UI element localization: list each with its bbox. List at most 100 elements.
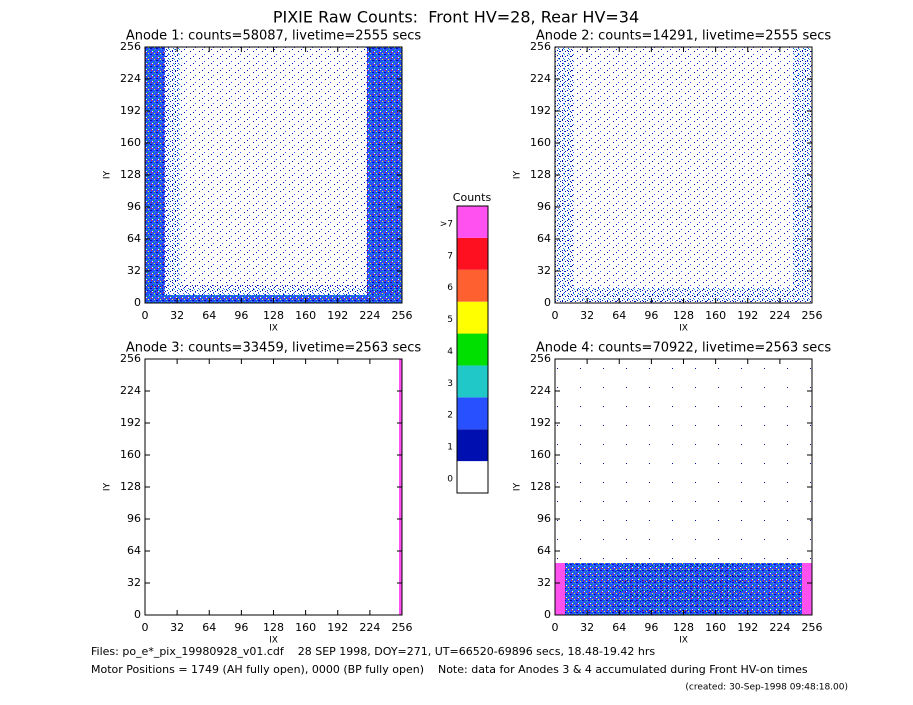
colorbar-label: 4 — [447, 347, 453, 357]
x-tick-label: 256 — [392, 309, 413, 322]
x-tick-label: 0 — [142, 309, 149, 322]
x-axis-label: IX — [269, 324, 278, 334]
y-tick-label: 192 — [120, 416, 141, 429]
footer-created: (created: 30-Sep-1998 09:48:18.00) — [685, 683, 848, 693]
y-tick-label: 128 — [530, 480, 551, 493]
y-tick-label: 0 — [134, 296, 141, 309]
colorbar-swatch — [457, 206, 488, 238]
x-tick-label: 0 — [142, 621, 149, 634]
x-tick-label: 64 — [612, 621, 626, 634]
colorbar-label: 5 — [447, 315, 453, 325]
y-tick-label: 256 — [120, 352, 141, 365]
count-texture — [145, 47, 402, 303]
y-tick-label: 32 — [127, 264, 141, 277]
count-texture — [367, 47, 402, 303]
colorbar-label: 2 — [447, 411, 453, 421]
colorbar-label: 1 — [447, 443, 453, 453]
y-tick-label: 64 — [127, 232, 141, 245]
x-tick-label: 160 — [295, 309, 316, 322]
colorbar-label: 0 — [447, 475, 453, 485]
x-tick-label: 160 — [705, 309, 726, 322]
x-axis-label: IX — [679, 324, 688, 334]
colorbar-label: 6 — [447, 283, 453, 293]
x-axis-label: IX — [269, 636, 278, 646]
colorbar-swatch — [457, 429, 488, 462]
y-tick-label: 128 — [120, 168, 141, 181]
x-tick-label: 96 — [234, 309, 248, 322]
y-axis-label: IY — [513, 170, 523, 179]
figure-title: PIXIE Raw Counts: Front HV=28, Rear HV=3… — [273, 8, 639, 27]
x-tick-label: 128 — [263, 621, 284, 634]
x-tick-label: 64 — [202, 621, 216, 634]
count-texture — [802, 563, 812, 615]
x-tick-label: 192 — [737, 621, 758, 634]
x-tick-label: 192 — [327, 621, 348, 634]
panel-title: Anode 4: counts=70922, livetime=2563 sec… — [536, 341, 832, 356]
y-tick-label: 96 — [127, 512, 141, 525]
y-axis-label: IY — [103, 170, 113, 179]
plot-frame — [144, 358, 403, 616]
y-tick-label: 128 — [120, 480, 141, 493]
x-tick-label: 128 — [673, 621, 694, 634]
x-tick-label: 32 — [580, 309, 594, 322]
colorbar-label: 3 — [447, 379, 453, 389]
x-tick-label: 160 — [295, 621, 316, 634]
count-texture — [165, 47, 180, 303]
x-tick-label: 64 — [202, 309, 216, 322]
colorbar-swatch — [457, 365, 488, 398]
y-tick-label: 32 — [537, 576, 551, 589]
x-tick-label: 224 — [359, 309, 380, 322]
count-texture — [555, 359, 812, 559]
colorbar-swatch — [457, 301, 488, 334]
y-tick-label: 64 — [537, 544, 551, 557]
x-tick-label: 224 — [769, 309, 790, 322]
y-tick-label: 128 — [530, 168, 551, 181]
colorbar-swatch — [457, 333, 488, 366]
y-tick-label: 224 — [120, 384, 141, 397]
count-texture — [555, 47, 812, 303]
y-tick-label: 256 — [120, 40, 141, 53]
y-tick-label: 192 — [530, 104, 551, 117]
y-tick-label: 96 — [537, 200, 551, 213]
y-tick-label: 256 — [530, 352, 551, 365]
y-tick-label: 96 — [127, 200, 141, 213]
y-tick-label: 160 — [120, 136, 141, 149]
y-tick-label: 160 — [530, 136, 551, 149]
y-tick-label: 0 — [544, 296, 551, 309]
x-tick-label: 224 — [769, 621, 790, 634]
count-texture — [555, 563, 565, 615]
y-tick-label: 256 — [530, 40, 551, 53]
colorbar-title: Counts — [453, 191, 492, 204]
y-tick-label: 192 — [120, 104, 141, 117]
footer-motor: Motor Positions = 1749 (AH fully open), … — [91, 663, 808, 676]
x-tick-label: 32 — [580, 621, 594, 634]
x-tick-label: 0 — [552, 309, 559, 322]
y-tick-label: 0 — [544, 608, 551, 621]
footer-files: Files: po_e*_pix_19980928_v01.cdf 28 SEP… — [91, 645, 655, 658]
count-texture — [615, 563, 745, 615]
y-tick-label: 64 — [127, 544, 141, 557]
x-tick-label: 64 — [612, 309, 626, 322]
y-tick-label: 32 — [127, 576, 141, 589]
y-tick-label: 0 — [134, 608, 141, 621]
colorbar-label: >7 — [440, 219, 453, 229]
panel-title: Anode 3: counts=33459, livetime=2563 sec… — [126, 341, 422, 356]
y-tick-label: 32 — [537, 264, 551, 277]
panel-title: Anode 2: counts=14291, livetime=2555 sec… — [536, 29, 832, 44]
x-tick-label: 32 — [170, 309, 184, 322]
x-tick-label: 224 — [359, 621, 380, 634]
y-axis-label: IY — [103, 482, 113, 491]
x-tick-label: 256 — [802, 309, 823, 322]
x-tick-label: 192 — [737, 309, 758, 322]
colorbar-swatch — [457, 397, 488, 430]
colorbar-swatch — [457, 461, 488, 493]
y-tick-label: 160 — [120, 448, 141, 461]
x-tick-label: 96 — [234, 621, 248, 634]
x-tick-label: 96 — [644, 309, 658, 322]
colorbar-label: 7 — [447, 251, 453, 261]
x-tick-label: 32 — [170, 621, 184, 634]
y-tick-label: 224 — [530, 384, 551, 397]
x-tick-label: 192 — [327, 309, 348, 322]
colorbar-swatch — [457, 269, 488, 302]
